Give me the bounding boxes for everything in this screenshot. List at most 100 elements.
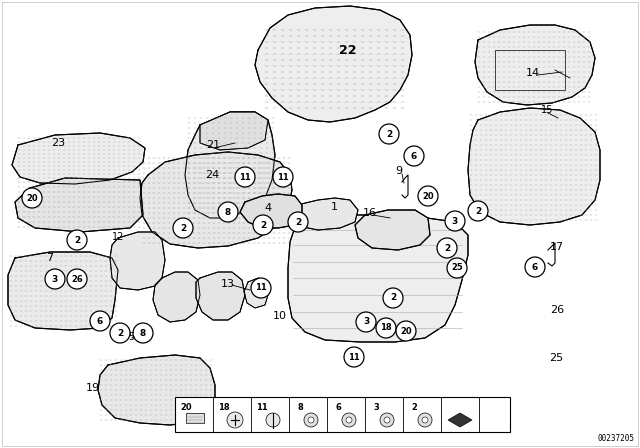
Text: 6: 6 xyxy=(97,316,103,326)
Circle shape xyxy=(344,347,364,367)
Circle shape xyxy=(404,146,424,166)
Text: 20: 20 xyxy=(400,327,412,336)
Text: 00237205: 00237205 xyxy=(598,434,635,443)
Text: 14: 14 xyxy=(526,68,540,78)
Circle shape xyxy=(22,188,42,208)
Circle shape xyxy=(346,417,352,423)
Bar xyxy=(495,50,565,90)
Text: 9: 9 xyxy=(396,166,403,176)
Polygon shape xyxy=(140,152,292,248)
Text: 5: 5 xyxy=(128,332,134,342)
Circle shape xyxy=(253,215,273,235)
Text: 26: 26 xyxy=(550,305,564,315)
Polygon shape xyxy=(290,198,358,230)
Text: 11: 11 xyxy=(277,172,289,181)
Circle shape xyxy=(376,318,396,338)
Text: 8: 8 xyxy=(140,328,146,337)
Circle shape xyxy=(468,201,488,221)
Text: 11: 11 xyxy=(348,353,360,362)
Circle shape xyxy=(308,417,314,423)
Polygon shape xyxy=(196,272,245,320)
Circle shape xyxy=(384,417,390,423)
Circle shape xyxy=(288,212,308,232)
Text: 3: 3 xyxy=(452,216,458,225)
Text: 11: 11 xyxy=(239,172,251,181)
Text: 2: 2 xyxy=(411,404,417,413)
Text: 4: 4 xyxy=(264,203,271,213)
Circle shape xyxy=(422,417,428,423)
Text: 2: 2 xyxy=(260,220,266,229)
Circle shape xyxy=(173,218,193,238)
Circle shape xyxy=(383,288,403,308)
Circle shape xyxy=(379,124,399,144)
Circle shape xyxy=(133,323,153,343)
Polygon shape xyxy=(355,210,430,250)
Text: 18: 18 xyxy=(380,323,392,332)
Text: 10: 10 xyxy=(273,311,287,321)
Circle shape xyxy=(380,413,394,427)
Polygon shape xyxy=(153,272,200,322)
Circle shape xyxy=(437,238,457,258)
Circle shape xyxy=(356,312,376,332)
Text: 6: 6 xyxy=(335,404,341,413)
Text: 2: 2 xyxy=(180,224,186,233)
Text: 7: 7 xyxy=(47,253,54,263)
Circle shape xyxy=(110,323,130,343)
Circle shape xyxy=(67,230,87,250)
Circle shape xyxy=(235,167,255,187)
Text: 3: 3 xyxy=(52,275,58,284)
Polygon shape xyxy=(110,232,165,290)
Text: 12: 12 xyxy=(112,232,124,242)
Polygon shape xyxy=(200,112,268,150)
Text: 21: 21 xyxy=(206,140,220,150)
Text: 3: 3 xyxy=(363,318,369,327)
Text: 24: 24 xyxy=(205,170,219,180)
Text: 23: 23 xyxy=(51,138,65,148)
Text: 2: 2 xyxy=(74,236,80,245)
Text: 15: 15 xyxy=(541,105,553,115)
Circle shape xyxy=(396,321,416,341)
Text: 22: 22 xyxy=(339,43,356,56)
Circle shape xyxy=(67,269,87,289)
Text: 2: 2 xyxy=(295,217,301,227)
Bar xyxy=(186,413,204,423)
Polygon shape xyxy=(255,6,412,122)
Text: 2: 2 xyxy=(444,244,450,253)
Circle shape xyxy=(304,413,318,427)
Polygon shape xyxy=(185,112,275,218)
Text: 1: 1 xyxy=(330,202,337,212)
Polygon shape xyxy=(15,178,143,232)
Polygon shape xyxy=(448,413,472,427)
Text: 2: 2 xyxy=(390,293,396,302)
Text: 16: 16 xyxy=(363,208,377,218)
Polygon shape xyxy=(475,25,595,105)
Circle shape xyxy=(227,412,243,428)
Bar xyxy=(175,397,510,432)
Text: 11: 11 xyxy=(256,404,268,413)
Polygon shape xyxy=(240,194,302,228)
Text: 6: 6 xyxy=(411,151,417,160)
Circle shape xyxy=(418,186,438,206)
Polygon shape xyxy=(8,252,118,330)
Circle shape xyxy=(218,202,238,222)
Text: 20: 20 xyxy=(422,191,434,201)
Text: 20: 20 xyxy=(180,404,192,413)
Text: 20: 20 xyxy=(26,194,38,202)
Text: 11: 11 xyxy=(255,284,267,293)
Circle shape xyxy=(251,278,271,298)
Text: 13: 13 xyxy=(221,279,235,289)
Circle shape xyxy=(273,167,293,187)
Text: 25: 25 xyxy=(549,353,563,363)
Text: 25: 25 xyxy=(451,263,463,272)
Text: 8: 8 xyxy=(297,404,303,413)
Polygon shape xyxy=(98,355,215,425)
Circle shape xyxy=(342,413,356,427)
Text: 6: 6 xyxy=(532,263,538,271)
Text: 2: 2 xyxy=(117,328,123,337)
Text: 19: 19 xyxy=(86,383,100,393)
Text: 26: 26 xyxy=(71,275,83,284)
Circle shape xyxy=(418,413,432,427)
Circle shape xyxy=(525,257,545,277)
Text: 8: 8 xyxy=(225,207,231,216)
Text: 2: 2 xyxy=(386,129,392,138)
